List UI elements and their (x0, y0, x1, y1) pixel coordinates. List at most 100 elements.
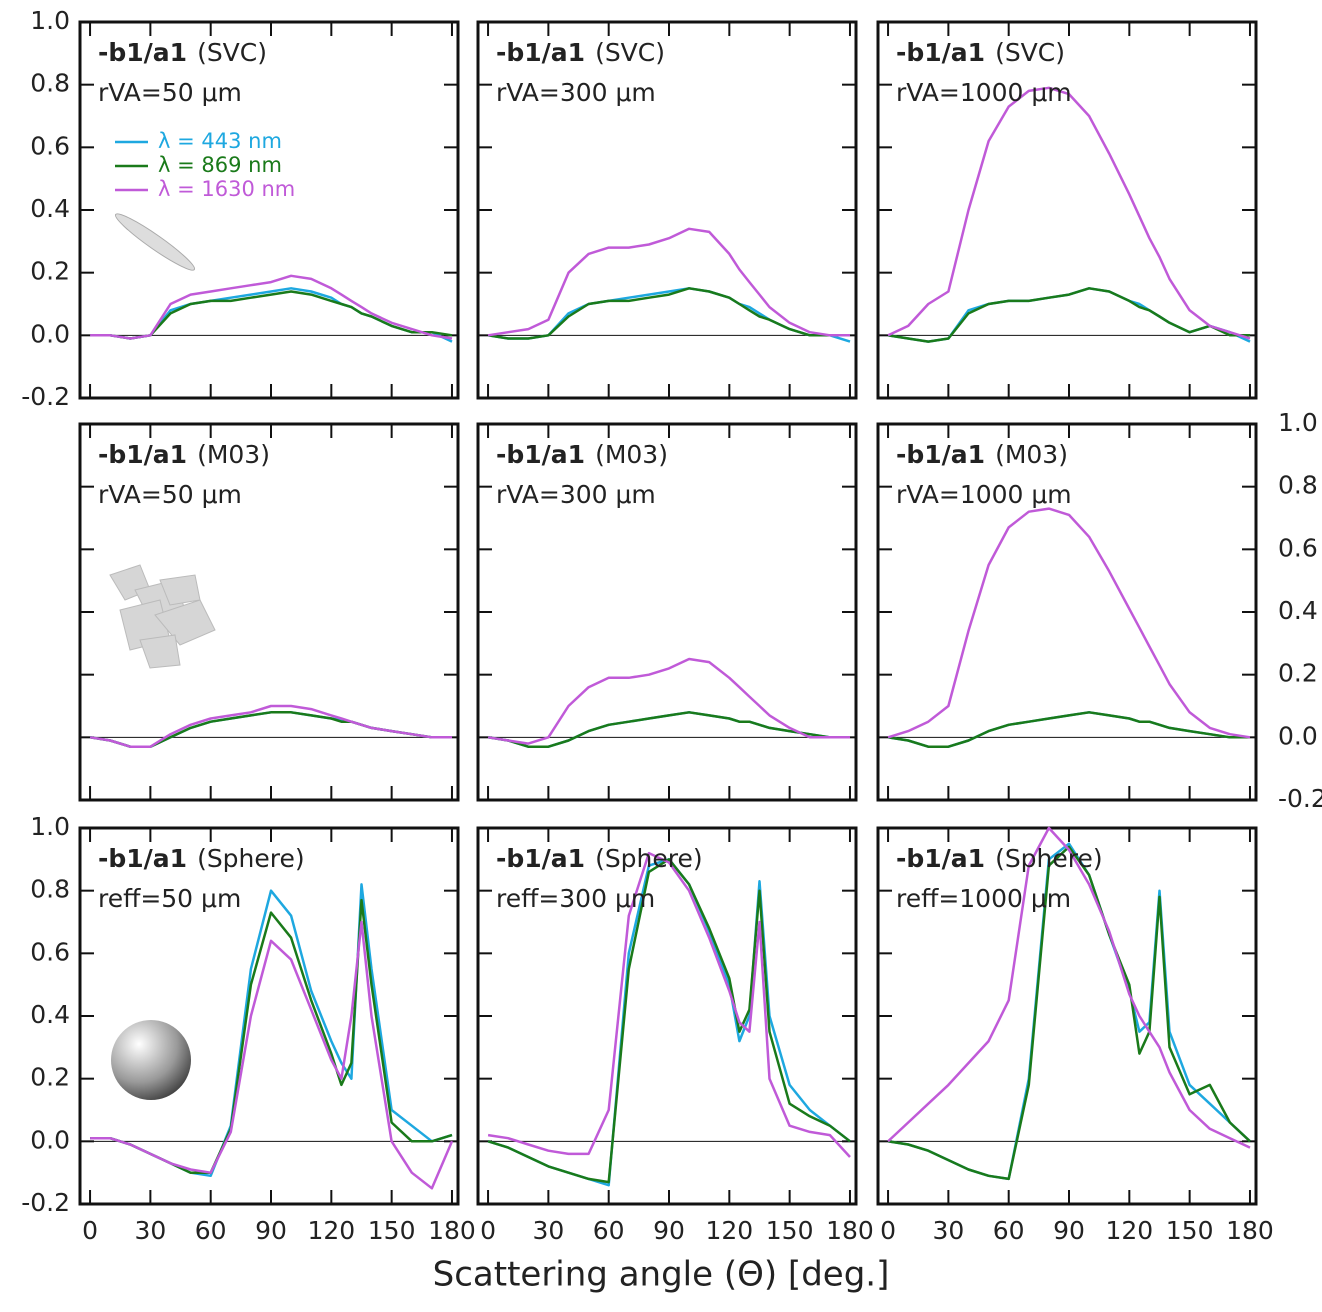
annotation: rVA=50 μm (98, 480, 242, 509)
annotation: reff=50 μm (98, 884, 241, 913)
subtitle: (M03) (595, 440, 668, 469)
panel-title: -b1/a1 (M03) (896, 440, 1068, 469)
y-tick-label: 1.0 (30, 812, 70, 841)
title: -b1/a1 (896, 844, 985, 873)
series-line (887, 507, 1251, 739)
title: -b1/a1 (896, 38, 985, 67)
y-tick-label: 0.2 (30, 1063, 70, 1092)
x-tick-label: 60 (593, 1216, 625, 1245)
sphere-icon (111, 1020, 191, 1100)
title: -b1/a1 (98, 844, 187, 873)
x-tick-label: 60 (993, 1216, 1025, 1245)
y-tick-label: 0.0 (1278, 721, 1318, 750)
series-line (89, 711, 452, 748)
y-tick-label: -0.2 (1278, 784, 1322, 813)
series-line (90, 287, 453, 343)
x-tick-label: 0 (480, 1216, 496, 1245)
x-tick-label: 180 (428, 1216, 476, 1245)
y-tick-label: 0.0 (30, 1125, 70, 1154)
y-tick-label: 0.2 (30, 257, 70, 286)
y-tick-label: 0.4 (1278, 596, 1318, 625)
y-tick-label: 0.8 (30, 875, 70, 904)
y-tick-label: 0.8 (1278, 471, 1318, 500)
series-line (487, 858, 851, 1184)
annotation: rVA=300 μm (496, 480, 656, 509)
annotation: rVA=1000 μm (896, 78, 1072, 107)
y-tick-label: 0.8 (30, 69, 70, 98)
subtitle: (Sphere) (197, 844, 305, 873)
annotation: reff=300 μm (496, 884, 655, 913)
series-line (90, 274, 453, 340)
y-tick-label: 0.6 (30, 131, 70, 160)
x-tick-label: 60 (195, 1216, 227, 1245)
y-tick-label: 0.4 (30, 194, 70, 223)
title: -b1/a1 (496, 440, 585, 469)
subtitle: (SVC) (595, 38, 665, 67)
panel-title: -b1/a1 (M03) (98, 440, 270, 469)
x-tick-label: 0 (82, 1216, 98, 1245)
series-line (887, 711, 1250, 748)
y-tick-label: 1.0 (30, 6, 70, 35)
x-tick-label: 30 (532, 1216, 564, 1245)
panel-title: -b1/a1 (SVC) (496, 38, 665, 67)
series-line (887, 287, 1250, 343)
title: -b1/a1 (896, 440, 985, 469)
y-tick-label: -0.2 (21, 382, 70, 411)
spheroid-icon (114, 213, 196, 271)
x-axis-label: Scattering angle (Θ) [deg.] (433, 1255, 890, 1295)
x-tick-label: 120 (1105, 1216, 1153, 1245)
x-tick-label: 150 (766, 1216, 814, 1245)
series-line (89, 711, 452, 748)
panel-title: -b1/a1 (SVC) (98, 38, 267, 67)
series-line (487, 287, 851, 343)
x-tick-label: 150 (368, 1216, 416, 1245)
title: -b1/a1 (496, 844, 585, 873)
annotation: rVA=300 μm (496, 78, 656, 107)
x-tick-label: 90 (653, 1216, 685, 1245)
panel: 0 30 60 90 120 150 180 -b1/a1 (Sphere) reff=1000 … (876, 826, 1274, 1245)
annotation: reff=1000 μm (896, 884, 1071, 913)
x-tick-label: 30 (932, 1216, 964, 1245)
panel-title: -b1/a1 (Sphere) (496, 844, 703, 873)
legend-label: λ = 443 nm (158, 129, 282, 153)
series-line (887, 845, 1251, 1181)
y-tick-label: 0.2 (1278, 659, 1318, 688)
x-tick-label: 90 (255, 1216, 287, 1245)
subtitle: (M03) (995, 440, 1068, 469)
panel-title: -b1/a1 (SVC) (896, 38, 1065, 67)
series-line (887, 86, 1251, 340)
x-tick-label: 30 (134, 1216, 166, 1245)
panel: -b1/a1 (SVC) rVA=1000 μm (876, 20, 1258, 400)
x-tick-label: 150 (1166, 1216, 1214, 1245)
panel: -b1/a1 (SVC) rVA=300 μm (476, 20, 858, 400)
aggregate-icon (109, 564, 216, 669)
y-tick-label: 0.6 (1278, 533, 1318, 562)
series-line (487, 851, 851, 1158)
annotation: rVA=1000 μm (896, 480, 1072, 509)
series-line (487, 711, 850, 748)
x-tick-label: 90 (1053, 1216, 1085, 1245)
subtitle: (Sphere) (995, 844, 1103, 873)
x-tick-label: 120 (705, 1216, 753, 1245)
subtitle: (Sphere) (595, 844, 703, 873)
panel: 0 30 60 90 120 150 180 -b1/a1 (Sphere) reff=300 μ… (433, 826, 890, 1295)
panel: -b1/a1 (M03) rVA=50 μm (78, 422, 460, 802)
annotation: rVA=50 μm (98, 78, 242, 107)
x-tick-label: 120 (307, 1216, 355, 1245)
title: -b1/a1 (98, 38, 187, 67)
series-line (887, 826, 1251, 1149)
y-tick-label: 0.0 (30, 319, 70, 348)
title: -b1/a1 (98, 440, 187, 469)
series-line (90, 290, 453, 340)
series-line (487, 287, 850, 340)
series-line (89, 704, 452, 748)
x-tick-label: 0 (880, 1216, 896, 1245)
y-tick-label: -0.2 (21, 1188, 70, 1217)
panel: -0.2 0.0 0.2 0.4 0.6 0.8 1.0 -b1/a1 (M03) rVA=100… (876, 408, 1322, 813)
subtitle: (M03) (197, 440, 270, 469)
y-tick-label: 0.6 (30, 937, 70, 966)
series-line (487, 227, 850, 337)
legend-label: λ = 1630 nm (158, 177, 295, 201)
x-tick-label: 180 (1226, 1216, 1274, 1245)
